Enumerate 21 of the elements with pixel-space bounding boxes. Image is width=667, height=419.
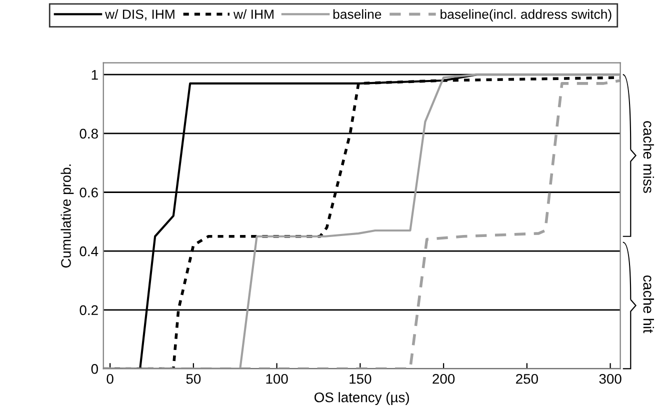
- y-tick-label: 1: [92, 70, 98, 80]
- text: cache miss: [643, 121, 654, 193]
- y-tick-label: 0.6: [80, 188, 98, 198]
- y-tick-label: 0.2: [80, 305, 98, 316]
- y-axis-title: Cumulative prob.: [60, 164, 74, 268]
- x-tick-label: 150: [350, 374, 372, 384]
- x-tick-label: 200: [432, 374, 455, 384]
- x-tick-label: 50: [186, 374, 201, 384]
- x-tick-label: 0: [106, 374, 114, 384]
- legend-label: baseline: [333, 9, 382, 19]
- y-tick-label: 0.8: [80, 128, 98, 139]
- x-axis-title: OS latency (µs): [314, 392, 409, 406]
- legend-label: baseline(incl. address switch): [440, 9, 612, 22]
- y-tick-label: 0: [91, 364, 98, 374]
- legend-label: w/ DIS, IHM: [105, 9, 174, 20]
- x-tick-label: 300: [599, 374, 622, 384]
- legend-label: w/ IHM: [233, 9, 274, 19]
- x-tick-label: 250: [516, 374, 538, 384]
- x-tick-label: 100: [266, 374, 288, 384]
- y-tick-label: 0.4: [80, 246, 98, 256]
- text: cache hit: [643, 275, 654, 334]
